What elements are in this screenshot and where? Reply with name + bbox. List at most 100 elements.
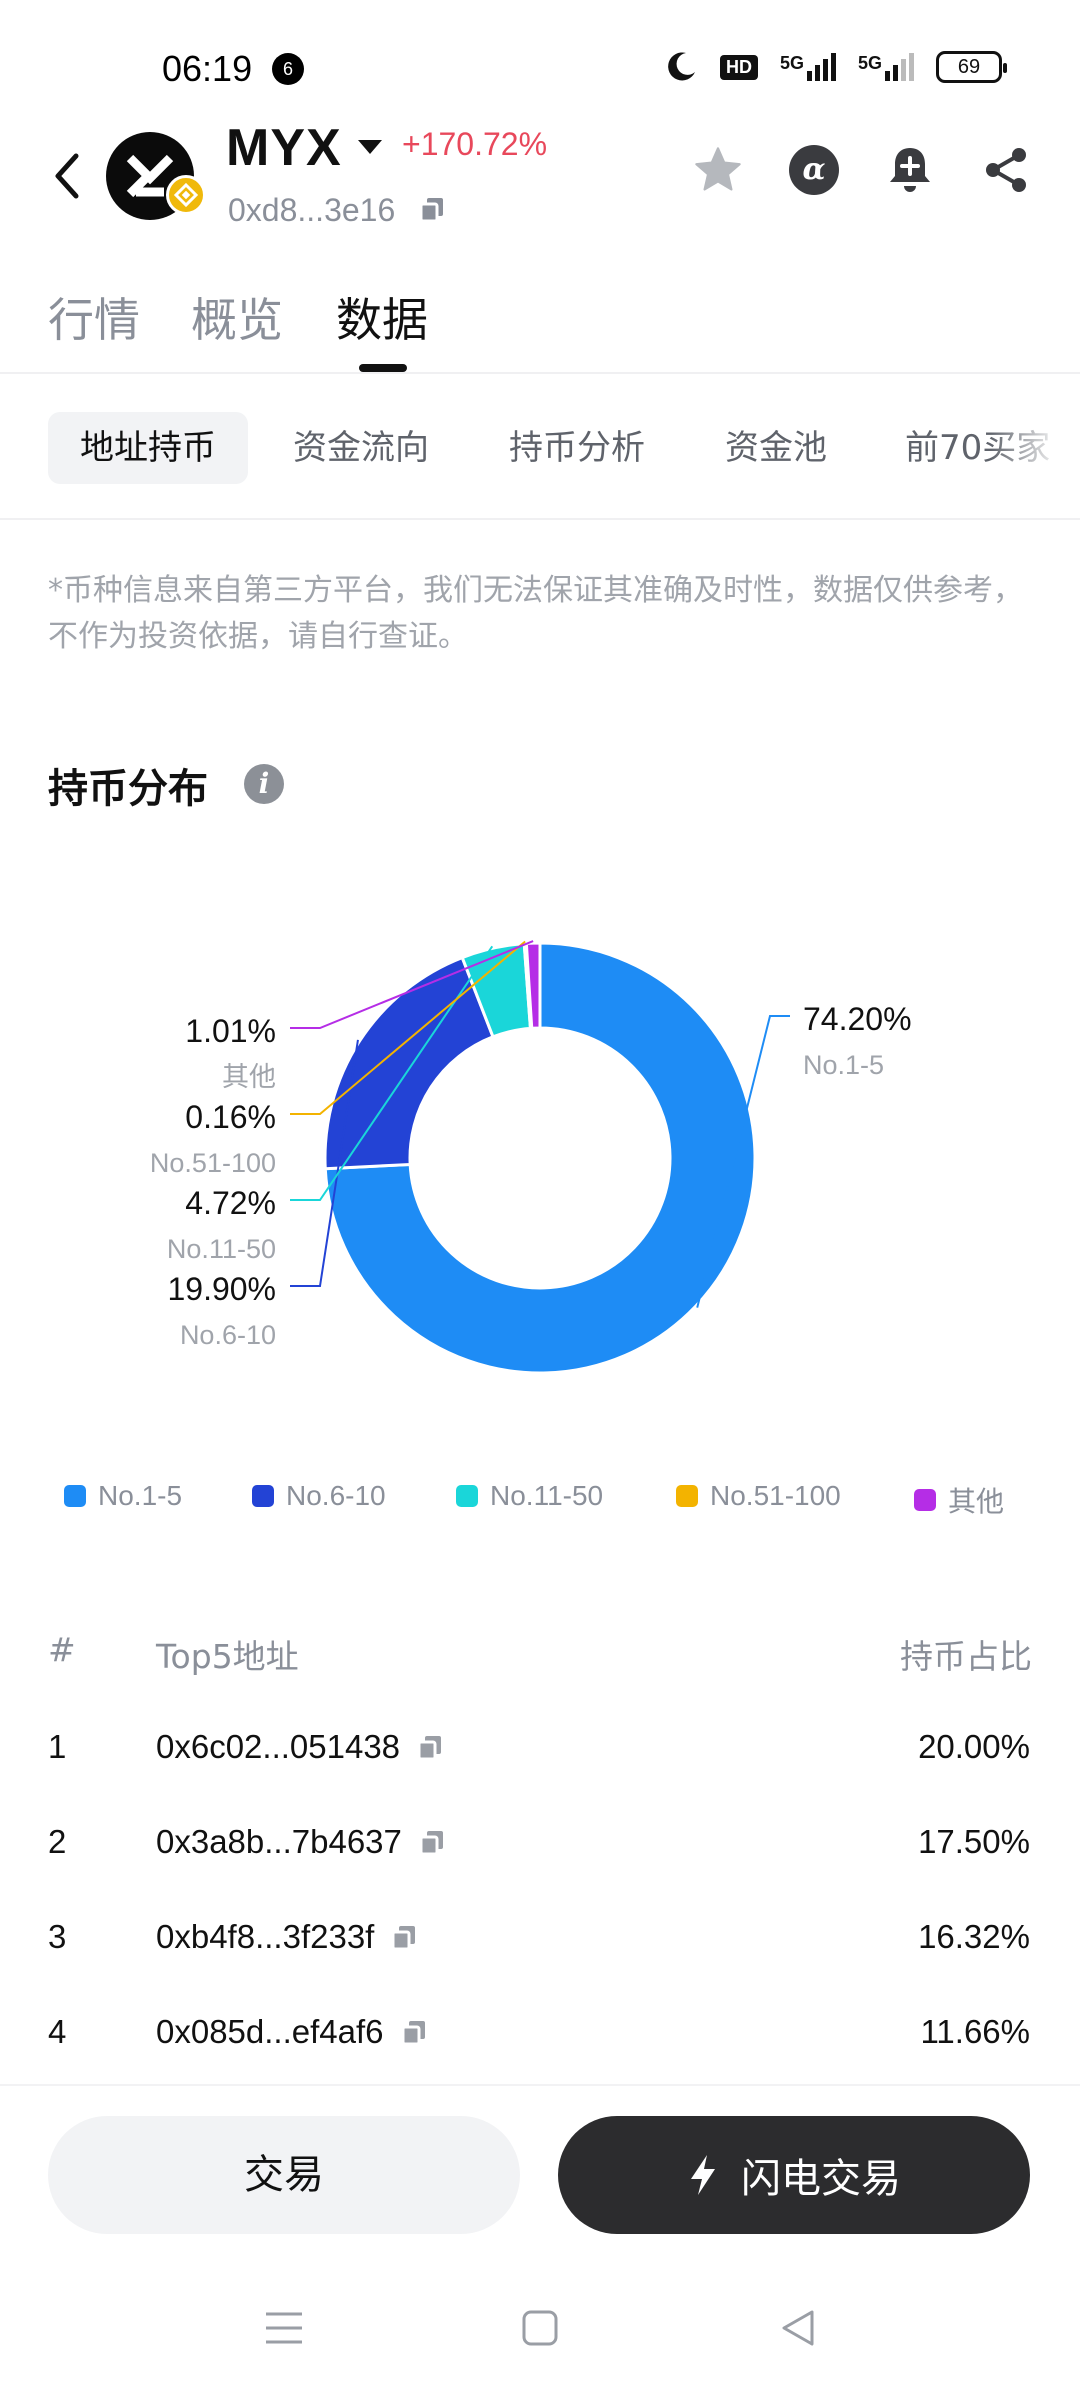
main-tabs: 行情 概览 数据 bbox=[0, 260, 1080, 374]
status-time: 06:19 bbox=[162, 48, 253, 89]
slice-value-label: 19.90% bbox=[167, 1271, 276, 1307]
row-address[interactable]: 0x085d...ef4af6 bbox=[156, 2013, 384, 2050]
favorite-button[interactable] bbox=[692, 144, 744, 196]
slice-category-label: No.6-10 bbox=[180, 1320, 276, 1350]
header-address: Top5地址 bbox=[156, 1637, 299, 1676]
slice-category-label: No.1-5 bbox=[803, 1050, 884, 1080]
legend-swatch bbox=[252, 1485, 274, 1507]
row-index: 3 bbox=[48, 1918, 67, 1955]
slice-value-label: 74.20% bbox=[803, 1001, 912, 1037]
sub-tabs: 地址持币 资金流向 持币分析 资金池 前70买家 bbox=[0, 374, 1080, 520]
row-address-cell: 0x6c02...051438 bbox=[156, 1728, 444, 1766]
share-button[interactable] bbox=[980, 144, 1032, 196]
home-nav-button[interactable] bbox=[510, 2298, 570, 2358]
bottom-action-bar: 交易 闪电交易 bbox=[0, 2084, 1080, 2254]
slice-category-label: 其他 bbox=[222, 1062, 276, 1092]
row-share: 20.00% bbox=[918, 1728, 1030, 1765]
row-share: 17.50% bbox=[918, 1823, 1030, 1860]
legend-swatch bbox=[64, 1485, 86, 1507]
leader-line bbox=[290, 940, 526, 1115]
row-address[interactable]: 0x3a8b...7b4637 bbox=[156, 1823, 402, 1860]
token-header: MYX +170.72% 0xd8...3e16 α bbox=[0, 110, 1080, 260]
table-row: 4 0x085d...ef4af6 11.66% bbox=[0, 2013, 1080, 2073]
legend-swatch bbox=[914, 1489, 936, 1511]
row-address[interactable]: 0xb4f8...3f233f bbox=[156, 1918, 375, 1955]
legend-swatch bbox=[456, 1485, 478, 1507]
row-share: 16.32% bbox=[918, 1918, 1030, 1955]
active-tab-indicator bbox=[359, 364, 407, 372]
copy-icon[interactable] bbox=[390, 1923, 418, 1951]
disclaimer-text: *币种信息来自第三方平台，我们无法保证其准确及时性，数据仅供参考，不作为投资依据… bbox=[48, 573, 1023, 654]
row-index: 2 bbox=[48, 1823, 67, 1860]
alpha-icon: α bbox=[789, 145, 839, 195]
tab-overview[interactable]: 概览 bbox=[191, 293, 283, 347]
legend-item[interactable]: No.51-100 bbox=[676, 1480, 841, 1512]
legend-item[interactable]: No.1-5 bbox=[64, 1480, 182, 1512]
battery-icon: 69 bbox=[936, 51, 1007, 83]
row-share: 11.66% bbox=[920, 2013, 1030, 2050]
chain-badge-icon bbox=[166, 175, 206, 215]
subtab-holding-analysis[interactable]: 持币分析 bbox=[509, 428, 645, 468]
add-alert-button[interactable] bbox=[884, 144, 936, 196]
subtab-fund-flow[interactable]: 资金流向 bbox=[293, 428, 429, 468]
price-change: +170.72% bbox=[402, 126, 548, 162]
donut-slice-no-1-5 bbox=[323, 941, 757, 1375]
table-header: # Top5地址 持币占比 bbox=[0, 1630, 1080, 1680]
flash-trade-label: 闪电交易 bbox=[741, 2156, 901, 2202]
legend-item[interactable]: No.6-10 bbox=[252, 1480, 386, 1512]
tab-data[interactable]: 数据 bbox=[336, 293, 428, 347]
section-title: 持币分布 bbox=[48, 766, 208, 812]
slice-value-label: 0.16% bbox=[185, 1099, 276, 1135]
flash-trade-button[interactable]: 闪电交易 bbox=[558, 2116, 1030, 2234]
chart-legend: No.1-5 No.6-10 No.11-50 No.51-100 其他 bbox=[0, 1480, 1080, 1530]
slice-value-label: 4.72% bbox=[185, 1185, 276, 1221]
row-address-cell: 0x3a8b...7b4637 bbox=[156, 1823, 446, 1861]
legend-label: No.51-100 bbox=[710, 1480, 841, 1511]
trade-button[interactable]: 交易 bbox=[48, 2116, 520, 2234]
leader-line bbox=[696, 1015, 790, 1308]
subtab-address-holdings[interactable]: 地址持币 bbox=[48, 412, 248, 484]
signal-5g-icon: 5G bbox=[858, 53, 914, 81]
table-row: 2 0x3a8b...7b4637 17.50% bbox=[0, 1823, 1080, 1883]
leader-line bbox=[290, 940, 534, 1029]
donut-slice- bbox=[524, 941, 542, 1030]
row-index: 4 bbox=[48, 2013, 67, 2050]
back-arrow-icon[interactable] bbox=[48, 146, 88, 206]
table-row: 1 0x6c02...051438 20.00% bbox=[0, 1728, 1080, 1788]
row-address-cell: 0x085d...ef4af6 bbox=[156, 2013, 428, 2051]
home-icon bbox=[522, 2310, 558, 2346]
legend-label: No.1-5 bbox=[98, 1480, 183, 1511]
leader-line bbox=[290, 1039, 359, 1287]
copy-icon[interactable] bbox=[418, 195, 446, 223]
info-icon[interactable]: i bbox=[244, 764, 284, 804]
chevron-down-icon[interactable] bbox=[358, 140, 382, 154]
header-index: # bbox=[48, 1630, 76, 1669]
row-address-cell: 0xb4f8...3f233f bbox=[156, 1918, 418, 1956]
moon-icon bbox=[668, 52, 695, 81]
table-row: 3 0xb4f8...3f233f 16.32% bbox=[0, 1918, 1080, 1978]
subtab-liquidity-pool[interactable]: 资金池 bbox=[725, 428, 827, 468]
svg-text:α: α bbox=[802, 152, 825, 187]
token-address-row: 0xd8...3e16 bbox=[228, 192, 446, 229]
legend-item[interactable]: No.11-50 bbox=[456, 1480, 603, 1512]
legend-label: 其他 bbox=[948, 1486, 1005, 1517]
system-nav-bar bbox=[0, 2254, 1080, 2400]
back-nav-button[interactable] bbox=[768, 2298, 828, 2358]
copy-icon[interactable] bbox=[400, 2018, 428, 2046]
legend-item[interactable]: 其他 bbox=[914, 1480, 1004, 1520]
donut-slice-no-6-10 bbox=[323, 955, 495, 1171]
legend-swatch bbox=[676, 1485, 698, 1507]
copy-icon[interactable] bbox=[418, 1828, 446, 1856]
slice-category-label: No.11-50 bbox=[167, 1234, 276, 1264]
slice-category-label: No.51-100 bbox=[150, 1148, 276, 1178]
menu-nav-button[interactable] bbox=[254, 2298, 314, 2358]
menu-icon bbox=[266, 2312, 302, 2344]
status-bar: 06:19 6 HD 5G 5G 69 bbox=[0, 0, 1080, 110]
copy-icon[interactable] bbox=[416, 1733, 444, 1761]
lightning-icon bbox=[691, 2155, 715, 2195]
back-icon bbox=[782, 2310, 814, 2346]
row-address[interactable]: 0x6c02...051438 bbox=[156, 1728, 401, 1765]
tab-market[interactable]: 行情 bbox=[48, 293, 140, 347]
star-icon bbox=[695, 147, 741, 191]
alpha-button[interactable]: α bbox=[788, 144, 840, 196]
